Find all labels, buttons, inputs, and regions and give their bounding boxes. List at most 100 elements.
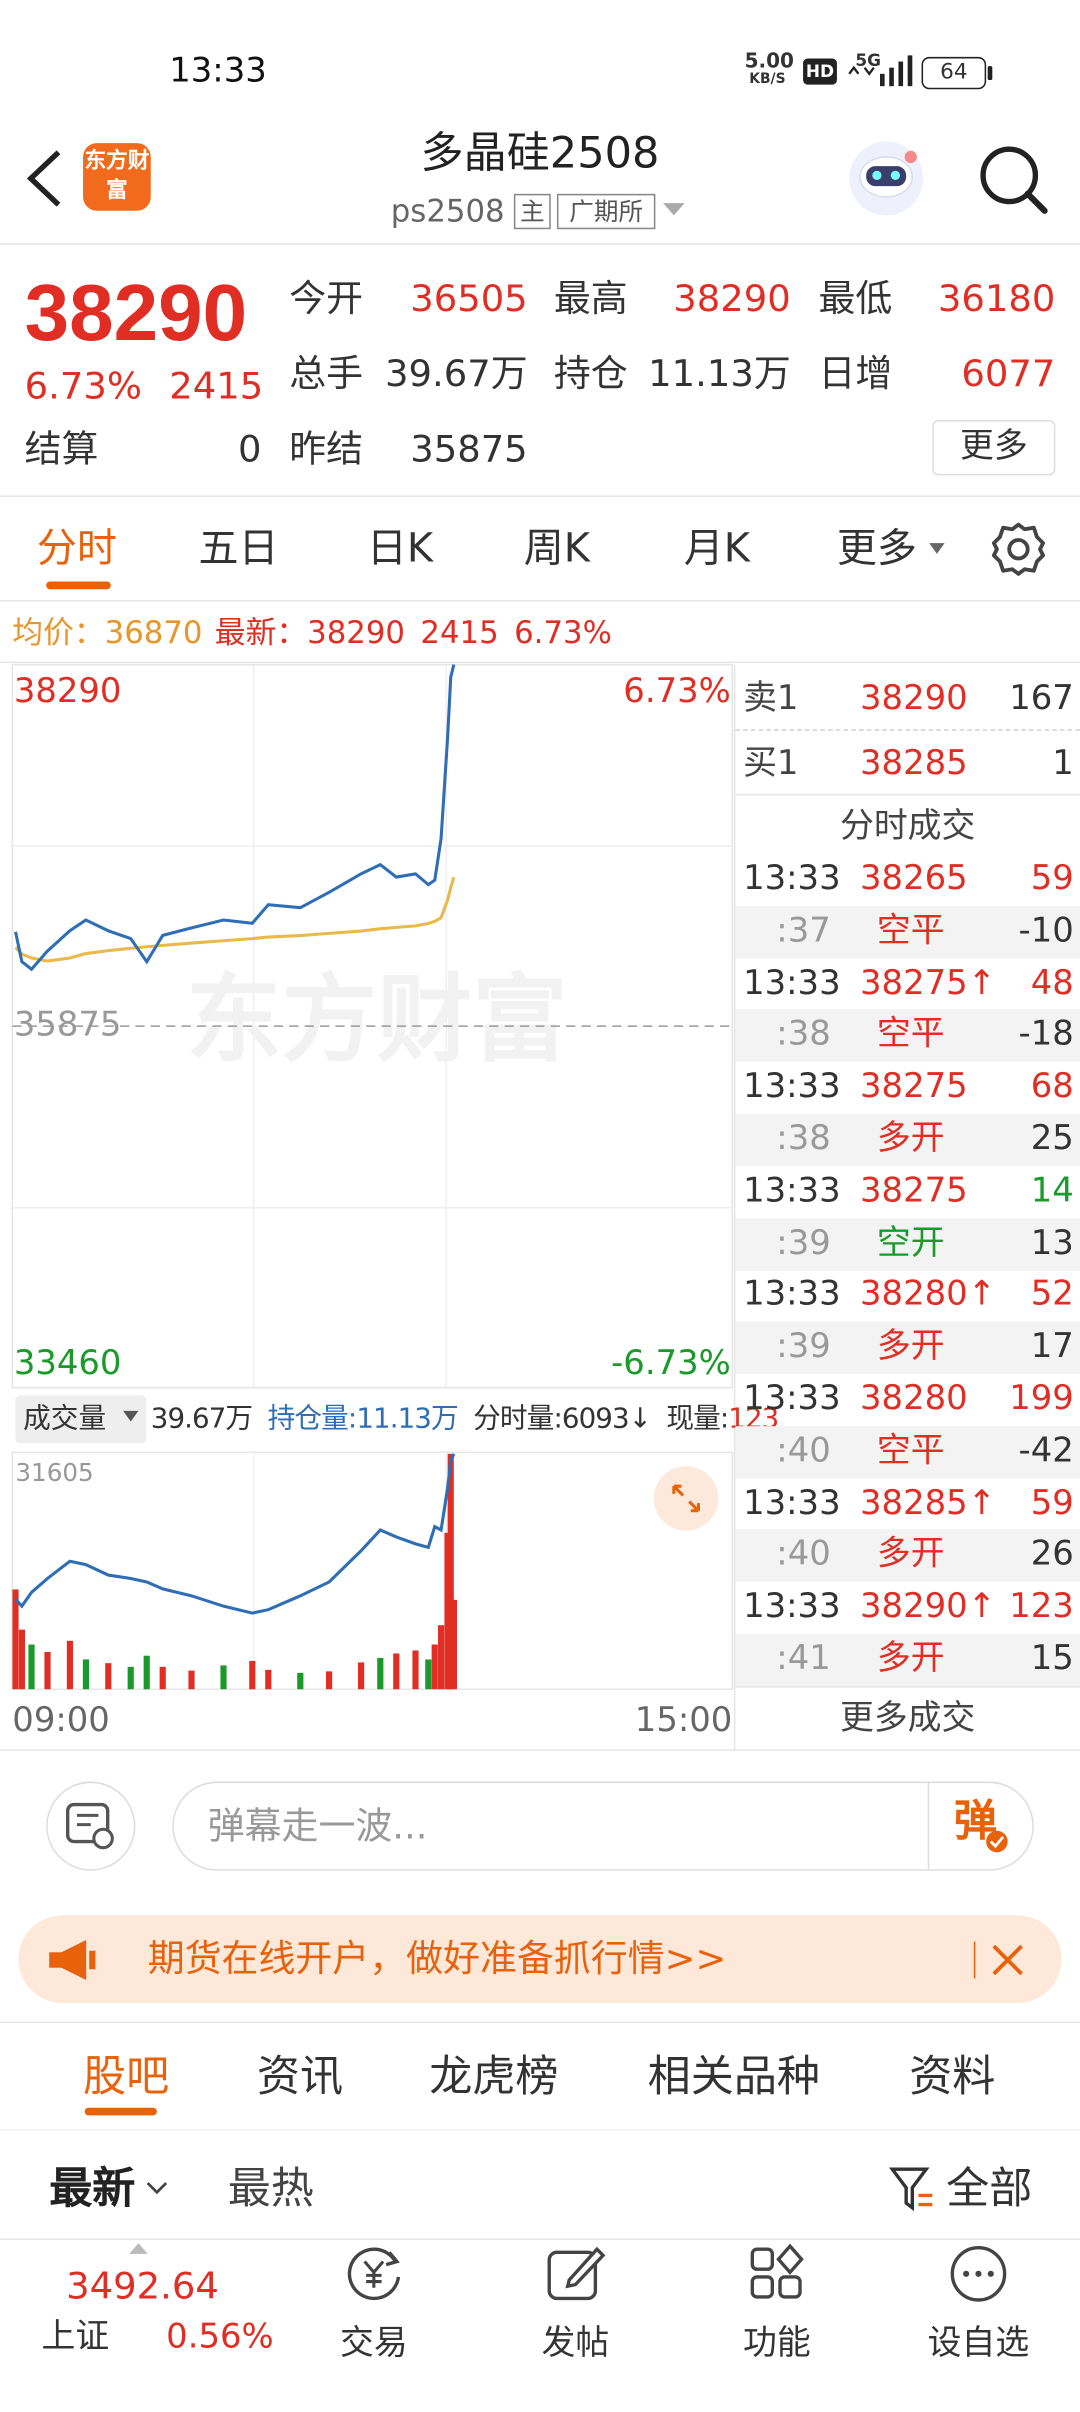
volume-bar bbox=[143, 1655, 150, 1690]
field-label: 今开 bbox=[289, 276, 364, 321]
field-label: 最高 bbox=[553, 276, 628, 321]
nav-item[interactable]: 发帖 bbox=[541, 2324, 610, 2364]
danmaku-toggle[interactable] bbox=[46, 1781, 136, 1871]
nav-item[interactable]: 功能 bbox=[743, 2324, 811, 2364]
trade-qty: 48 bbox=[1030, 963, 1074, 1003]
field-label: 结算 bbox=[24, 427, 99, 471]
book-qty: 1 bbox=[1052, 744, 1074, 784]
y-tick-label: 31605 bbox=[15, 1458, 93, 1487]
trade-text: 38290↑ bbox=[860, 1587, 997, 1627]
volume-bar bbox=[12, 1589, 19, 1690]
trade-text: 空平 bbox=[876, 1431, 945, 1471]
trade-text: 空平 bbox=[876, 911, 945, 951]
now-volume-label: 现量: bbox=[666, 1403, 729, 1436]
trade-text: 多开 bbox=[876, 1120, 945, 1159]
chart-tab[interactable]: 周K bbox=[523, 526, 591, 573]
volume-bar bbox=[297, 1672, 304, 1690]
app-logo[interactable]: 东方财富 bbox=[83, 143, 151, 211]
tab-dropdown-icon[interactable] bbox=[928, 542, 946, 557]
trade-qty: 25 bbox=[1030, 1120, 1074, 1159]
last-change-pct: 6.73% bbox=[514, 613, 612, 651]
volume-bar bbox=[393, 1653, 400, 1690]
divider bbox=[0, 243, 1080, 245]
field-value: 6077 bbox=[961, 352, 1056, 396]
volume-bar bbox=[105, 1663, 112, 1690]
change-pct: 6.73% bbox=[24, 364, 142, 408]
section-tab[interactable]: 资料 bbox=[909, 2050, 996, 2102]
expand-button[interactable] bbox=[652, 1465, 720, 1533]
book-qty: 167 bbox=[1009, 680, 1074, 719]
function-icon bbox=[750, 2243, 804, 2299]
assistant-icon[interactable] bbox=[843, 135, 929, 221]
y-tick-label: 38290 bbox=[14, 671, 122, 710]
section-tab[interactable]: 股吧 bbox=[83, 2050, 170, 2102]
section-tab[interactable]: 龙虎榜 bbox=[429, 2050, 559, 2102]
sort-latest[interactable]: 最新 bbox=[49, 2163, 136, 2214]
trade-qty: -18 bbox=[1018, 1015, 1074, 1055]
book-label: 卖1 bbox=[743, 680, 799, 719]
filter-all[interactable]: 全部 bbox=[946, 2163, 1033, 2214]
chart-tab[interactable]: 日K bbox=[366, 526, 434, 573]
trades-title: 分时成交 bbox=[839, 807, 976, 847]
trade-qty: 68 bbox=[1030, 1067, 1074, 1107]
promo-banner[interactable] bbox=[18, 1915, 1062, 2004]
divider bbox=[733, 664, 736, 1751]
signal-icon bbox=[848, 55, 913, 87]
trade-qty: -42 bbox=[1018, 1431, 1074, 1471]
divider bbox=[735, 793, 1080, 796]
more-button[interactable]: 更多 bbox=[932, 420, 1056, 476]
nav-item[interactable]: 交易 bbox=[339, 2324, 408, 2364]
dropdown-icon[interactable] bbox=[662, 200, 687, 218]
change: 2415 bbox=[169, 364, 264, 408]
field-value: 11.13万 bbox=[648, 352, 791, 396]
post-icon bbox=[547, 2246, 606, 2301]
index-arrow bbox=[129, 2243, 148, 2254]
bottom-nav bbox=[0, 2238, 1080, 2412]
section-tab[interactable]: 相关品种 bbox=[647, 2050, 821, 2102]
field-label: 日增 bbox=[818, 352, 893, 396]
field-value: 39.67万 bbox=[385, 352, 528, 396]
trade-row-bg bbox=[735, 1009, 1080, 1063]
back-button[interactable] bbox=[22, 148, 68, 210]
sort-chevron bbox=[146, 2182, 168, 2195]
sort-hot[interactable]: 最热 bbox=[227, 2163, 314, 2214]
trade-time: :38 bbox=[776, 1120, 831, 1159]
volume-bar bbox=[82, 1659, 89, 1690]
field-value: 36180 bbox=[937, 276, 1056, 321]
divider bbox=[0, 600, 1080, 602]
tick-volume-label: 分时量: bbox=[473, 1403, 563, 1436]
trade-qty: -10 bbox=[1018, 911, 1074, 951]
section-tab[interactable]: 资讯 bbox=[256, 2050, 344, 2102]
volume-selector[interactable] bbox=[15, 1395, 147, 1444]
chart-tab[interactable]: 月K bbox=[683, 526, 751, 573]
trade-time: :40 bbox=[776, 1535, 831, 1575]
field-label: 最低 bbox=[818, 276, 893, 321]
trade-row-bg bbox=[735, 1425, 1080, 1479]
banner-close[interactable] bbox=[991, 1943, 1025, 1977]
chart-tab[interactable]: 分时 bbox=[36, 526, 117, 573]
trade-row-bg bbox=[735, 1633, 1080, 1687]
more-trades[interactable]: 更多成交 bbox=[839, 1700, 976, 1739]
chart-tab[interactable]: 五日 bbox=[198, 526, 279, 573]
last-price: 38290 bbox=[24, 269, 248, 359]
volume-selector-label: 成交量 bbox=[23, 1403, 107, 1436]
book-label: 买1 bbox=[743, 744, 799, 784]
chart-tab[interactable]: 更多 bbox=[836, 526, 917, 573]
trade-qty: 14 bbox=[1030, 1171, 1074, 1211]
trade-qty: 26 bbox=[1030, 1535, 1074, 1575]
volume-bar bbox=[425, 1659, 432, 1690]
send-check bbox=[986, 1830, 1008, 1853]
volume-bar bbox=[412, 1650, 419, 1690]
nav-item[interactable]: 设自选 bbox=[927, 2324, 1030, 2364]
danmaku-icon bbox=[66, 1802, 114, 1850]
book-separator bbox=[735, 729, 1080, 731]
comment-input[interactable] bbox=[172, 1781, 1034, 1871]
index-value[interactable]: 3492.64 bbox=[66, 2264, 219, 2308]
trade-qty: 59 bbox=[1030, 1483, 1074, 1523]
settings-button[interactable] bbox=[989, 520, 1047, 578]
trade-qty: 13 bbox=[1030, 1223, 1074, 1263]
search-button[interactable] bbox=[975, 142, 1052, 219]
divider bbox=[0, 2129, 1080, 2131]
trade-time: 13:33 bbox=[743, 1171, 841, 1211]
trade-time: 13:33 bbox=[743, 1275, 841, 1315]
